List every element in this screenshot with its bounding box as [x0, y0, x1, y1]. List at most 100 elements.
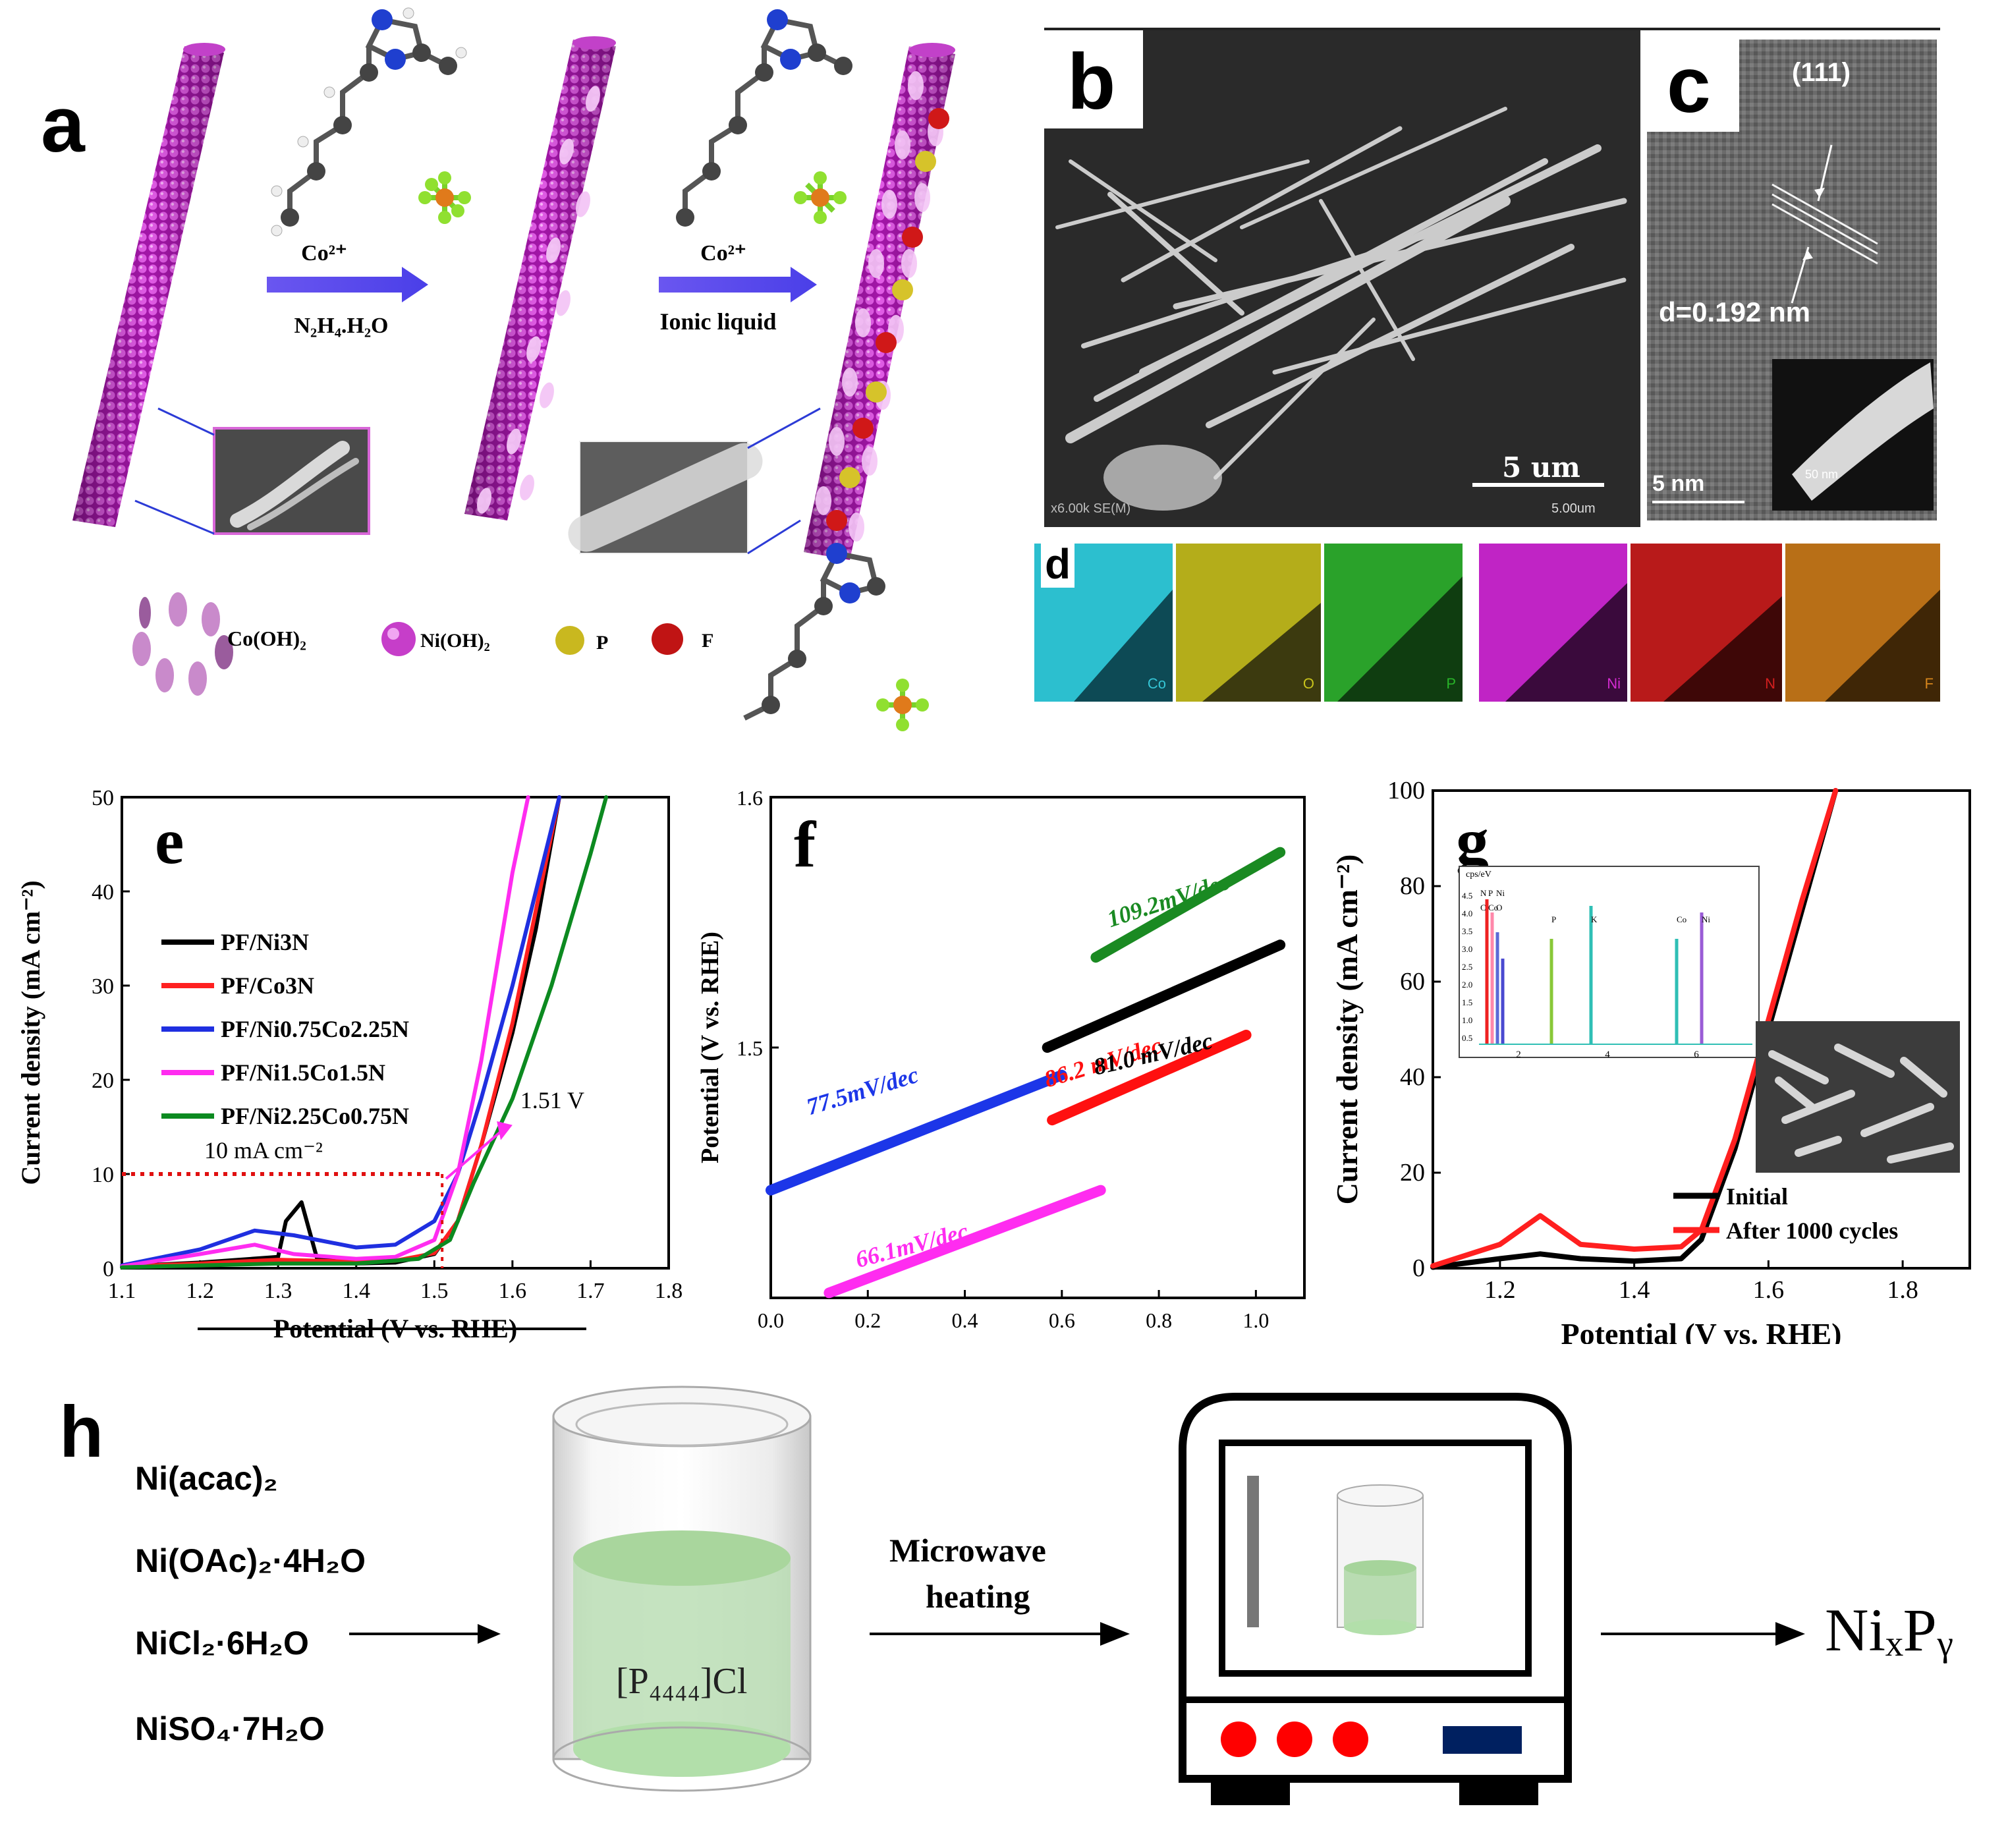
hrtem-dspacing-label: d=0.192 nm	[1659, 296, 1810, 327]
x-tick-label: 1.6	[499, 1279, 527, 1303]
series-line-4	[120, 795, 609, 1270]
series-line-1	[120, 795, 561, 1269]
inset-peak-label-1: P	[1488, 888, 1493, 898]
beaker-ionic-liquid	[552, 1386, 812, 1792]
step2-condition: Ionic liquid	[659, 308, 776, 335]
y-tick-label: 10	[92, 1163, 114, 1187]
inset-peak-label-3: C	[1480, 903, 1486, 912]
panel-label-g: g	[1456, 804, 1489, 878]
panel-label-d: d	[1041, 540, 1075, 588]
y-axis-label: Current density (mA cm⁻²)	[16, 880, 45, 1185]
hrtem-plane-label: (111)	[1792, 58, 1851, 87]
inset-axis-label: cps/eV	[1466, 870, 1492, 880]
x-tick-label: 1.6	[1753, 1276, 1785, 1304]
plot-frame	[1432, 789, 1971, 1270]
x-tick-label: 1.8	[1887, 1276, 1918, 1304]
inset-peak-label-2: Ni	[1496, 888, 1505, 898]
series-line-2	[120, 795, 561, 1268]
x-tick-label: 1.2	[1484, 1276, 1516, 1304]
x-tick-label: 1.8	[655, 1279, 683, 1303]
series-line-1	[823, 1185, 1106, 1299]
y-tick-label: 1.6	[737, 786, 763, 810]
ionic-liquid-molecule-1	[271, 7, 467, 237]
eds-map-o: O	[1176, 544, 1321, 702]
hrtem-inset-scale: 50 nm	[1805, 468, 1839, 481]
x-tick-label: 1.4	[1619, 1276, 1650, 1304]
x-tick-label: 0.6	[1049, 1308, 1075, 1332]
chart-g: 1.2 1.4 1.6 1.8 0 20 40 60 80 100 Potential (V vs.…	[1330, 777, 1971, 1344]
slope-label-0: 77.5mV/dec	[804, 1061, 922, 1120]
inset-y-tick: 3.5	[1462, 926, 1472, 936]
series-line-2	[1047, 1030, 1252, 1126]
y-tick-label: 40	[1400, 1063, 1425, 1091]
slope-label-4: 109.2mV/dec	[1104, 868, 1233, 933]
pf6-anion-3	[876, 679, 929, 731]
inset-peak-label-0: N	[1480, 888, 1487, 898]
sem-g-fiber-3	[1860, 1103, 1934, 1137]
inset-y-tick: 3.0	[1462, 944, 1472, 954]
series-line-3	[120, 795, 530, 1269]
x-tick-label: 0.0	[758, 1308, 784, 1332]
plot-frame	[121, 796, 670, 1270]
sem-g-fiber-7	[1775, 1077, 1816, 1111]
eds-map-f: F	[1785, 544, 1940, 702]
sem-image-b: 5 um x6.00k SE(M) 5.00um	[1044, 30, 1640, 527]
annotation-arrowhead	[497, 1121, 513, 1140]
precursor-4: NiSO₄·7H₂O	[135, 1710, 325, 1747]
inset-y-tick: 1.0	[1462, 1015, 1472, 1025]
inset-peak-label-7: K	[1591, 914, 1598, 924]
panel-label-h: h	[59, 1391, 104, 1472]
nanowire-ni-oh2	[72, 43, 225, 527]
y-tick-label: 80	[1400, 872, 1425, 900]
legend-co-oh2-icon	[132, 592, 233, 696]
x-tick-label: 0.4	[952, 1308, 978, 1332]
precursor-1: Ni(acac)₂	[135, 1460, 278, 1497]
panel-label-b: b	[1067, 38, 1116, 126]
eds-map-n: N	[1631, 544, 1782, 702]
y-tick-label: 20	[1400, 1159, 1425, 1187]
y-tick-label: 1.5	[737, 1036, 763, 1060]
y-tick-label: 40	[92, 880, 114, 905]
y-tick-label: 0	[103, 1257, 114, 1281]
eds-map-ni: Ni	[1479, 544, 1627, 702]
scheme-a: Co²⁺ N₂H₄.H₂O	[72, 7, 955, 731]
eds-spectrum-inset	[1459, 866, 1760, 1058]
chart-f: 0.00.20.40.60.81.01.51.6log [Current den…	[696, 786, 1306, 1332]
ionic-liquid-label: [P₄₄₄₄]Cl	[616, 1661, 747, 1702]
sem-g-fiber-6	[1887, 1142, 1954, 1163]
x-tick-label: 0.8	[1146, 1308, 1172, 1332]
eds-map-f-label: F	[1924, 675, 1934, 692]
precursor-2: Ni(OAc)₂·4H₂O	[135, 1542, 366, 1579]
series-line-3	[1042, 939, 1286, 1053]
nanowire-doped	[804, 43, 955, 560]
inset-peak-label-8: Co	[1677, 914, 1687, 924]
eds-map-p: P	[1324, 544, 1463, 702]
annotation-10ma: 10 mA cm⁻²	[204, 1137, 323, 1163]
inset-x-tick: 4	[1605, 1050, 1610, 1060]
x-tick-label: 1.0	[1242, 1308, 1269, 1332]
series-line-4	[1090, 847, 1286, 963]
sem-g-fiber-1	[1781, 1090, 1855, 1124]
legend-label-4: PF/Ni2.25Co0.75N	[221, 1103, 409, 1129]
legend-label-1: PF/Co3N	[221, 972, 314, 999]
x-label-underline	[198, 1328, 586, 1330]
inset-peak-label-5: O	[1496, 903, 1502, 912]
eds-map-co-label: Co	[1147, 675, 1166, 692]
legend-f-label: F	[702, 630, 713, 652]
x-tick-label: 1.1	[108, 1279, 136, 1303]
chart-e: 1.1 1.2 1.3 1.4 1.5 1.6 1.7 1.801020304050Poten…	[16, 786, 683, 1343]
inset-y-tick: 4.5	[1462, 891, 1472, 901]
legend-p-label: P	[596, 632, 608, 654]
sem-g-fiber-5	[1795, 1136, 1842, 1157]
legend-p-icon	[555, 626, 584, 655]
panel-label-f: f	[794, 808, 817, 881]
legend-f-icon	[652, 623, 683, 655]
precursor-3: NiCl₂·6H₂O	[135, 1625, 309, 1662]
product-label: NiₓPᵧ	[1825, 1596, 1953, 1664]
legend-ni-oh2-label: Ni(OH)₂	[420, 630, 490, 652]
microwave-oven	[1179, 1393, 1572, 1805]
panel-label-a: a	[41, 80, 85, 169]
pf6-anion-1	[418, 171, 471, 224]
x-tick-label: 0.2	[854, 1308, 881, 1332]
inset-peak-label-6: P	[1551, 914, 1556, 924]
